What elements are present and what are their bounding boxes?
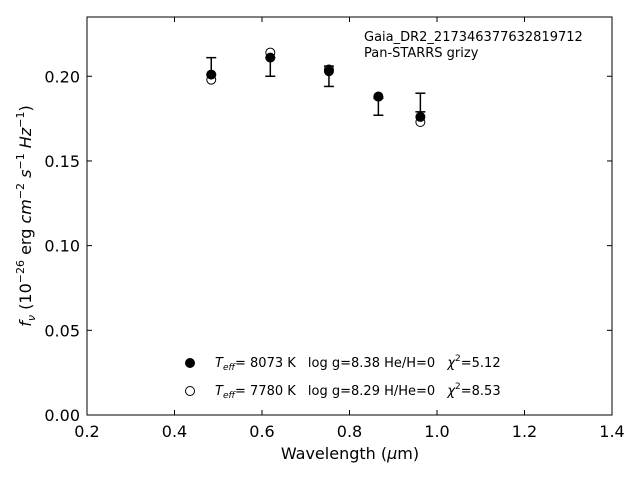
model-point-open — [373, 91, 384, 102]
legend-chi-sup: 2 — [455, 354, 461, 364]
y-tick-label: 0.10 — [44, 237, 80, 256]
y-tick-label: 0.15 — [44, 152, 80, 171]
legend-params: log g=8.38 He/H=0 — [308, 356, 435, 371]
y-axis: 0.00 0.05 0.10 0.15 0.20 — [44, 67, 612, 425]
legend-teff-label: T — [215, 356, 224, 371]
annotation-survey: Pan-STARRS grizy — [364, 46, 479, 61]
legend-chi-sup: 2 — [455, 382, 461, 392]
series-layer — [206, 47, 426, 128]
model-point-filled — [265, 52, 276, 63]
x-tick-label: 1.0 — [424, 422, 449, 441]
legend-entry-open: Teff= 7780 K log g=8.29 H/He=0 χ2=8.53 — [185, 382, 501, 401]
legend-params: log g=8.29 H/He=0 — [308, 384, 435, 399]
legend-entry-filled: Teff= 8073 K log g=8.38 He/H=0 χ2=5.12 — [185, 354, 501, 373]
model-point-open — [415, 117, 426, 128]
model-point-open — [265, 47, 276, 58]
legend-teff-sub: eff — [223, 363, 237, 373]
model-point-filled — [206, 69, 217, 80]
legend-marker-open — [185, 386, 195, 396]
x-tick-label: 1.2 — [512, 422, 537, 441]
y-tick-label: 0.00 — [44, 406, 80, 425]
svg-text:fν (10−26 erg cm−2 s−1 Hz−1): fν (10−26 erg cm−2 s−1 Hz−1) — [14, 105, 38, 326]
legend-marker-filled — [185, 358, 195, 368]
x-tick-label: 0.8 — [337, 422, 362, 441]
legend-teff-value: = 7780 K — [235, 384, 296, 399]
model-point-open — [323, 64, 334, 75]
annotation-object-id: Gaia_DR2_217346377632819712 — [364, 30, 583, 45]
legend-chi-label: χ — [446, 384, 456, 399]
legend-teff-label: T — [215, 384, 224, 399]
model-point-open — [206, 74, 217, 85]
x-tick-label: 0.2 — [74, 422, 99, 441]
x-axis-label: Wavelength (μm) — [281, 444, 419, 463]
legend: Teff= 8073 K log g=8.38 He/H=0 χ2=5.12 T… — [185, 354, 501, 401]
legend-teff-sub: eff — [223, 391, 237, 401]
model-point-filled — [415, 111, 426, 122]
svg-text:Teff= 8073 K log g=8.: Teff= 8073 K log g=8.38 He/H=0 χ2=5.12 — [215, 354, 501, 373]
legend-chi-value: =8.53 — [461, 384, 501, 399]
legend-chi-value: =5.12 — [461, 356, 501, 371]
svg-text:Teff= 7780 K log g=8.: Teff= 7780 K log g=8.29 H/He=0 χ2=8.53 — [215, 382, 501, 401]
y-tick-label: 0.05 — [44, 321, 80, 340]
legend-teff-value: = 8073 K — [235, 356, 296, 371]
y-axis-label: fν (10−26 erg cm−2 s−1 Hz−1) — [14, 105, 38, 326]
x-tick-label: 1.4 — [599, 422, 624, 441]
legend-chi-label: χ — [446, 356, 456, 371]
x-tick-label: 0.4 — [162, 422, 187, 441]
x-tick-label: 0.6 — [249, 422, 274, 441]
y-tick-label: 0.20 — [44, 67, 80, 86]
observed-point — [415, 92, 426, 113]
x-axis: 0.2 0.4 0.6 0.8 1.0 1.2 1.4 — [74, 17, 625, 441]
